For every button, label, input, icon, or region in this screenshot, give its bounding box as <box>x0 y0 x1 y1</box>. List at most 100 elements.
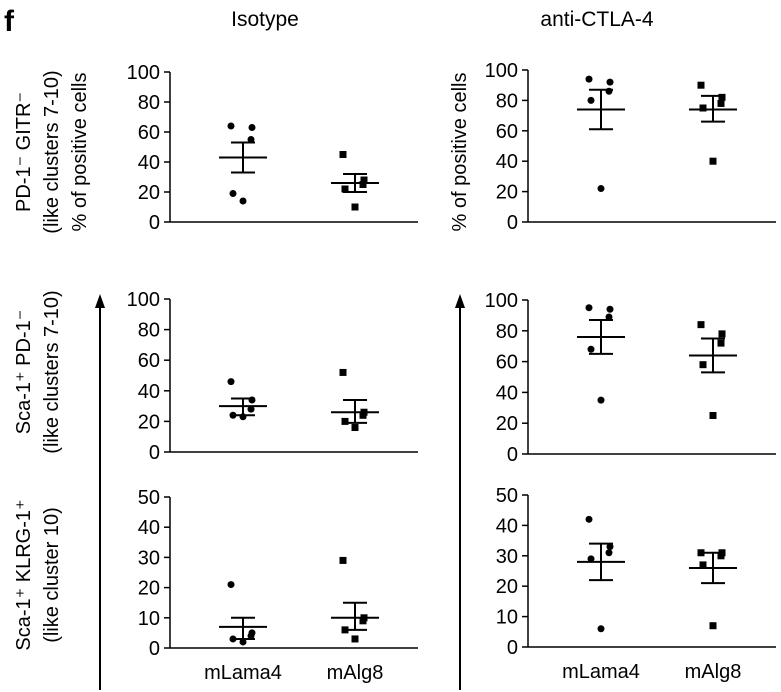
y-tick-label: 10 <box>496 607 518 629</box>
data-point-circle <box>605 87 613 95</box>
y-tick-label: 0 <box>149 212 160 234</box>
y-tick-label: 80 <box>138 320 160 342</box>
data-point-square <box>709 412 717 419</box>
y-tick-label: 50 <box>496 485 518 507</box>
data-point-circle <box>597 185 605 193</box>
y-tick-label: 100 <box>127 289 160 311</box>
data-point-circle <box>587 345 595 353</box>
column-title-isotype: Isotype <box>231 8 299 31</box>
data-point-circle <box>239 413 247 421</box>
data-point-square <box>341 417 349 425</box>
y-tick-label: 0 <box>507 444 518 466</box>
data-point-circle <box>239 197 247 205</box>
panel-1: 0 20 40 60 80 100 <box>127 62 418 234</box>
data-point-square <box>341 626 349 634</box>
data-point-circle <box>227 122 235 130</box>
row-label-pd1-gitr: PD-1⁻ GITR⁻ <box>13 92 35 212</box>
y-tick-label: 40 <box>496 151 518 173</box>
data-point-square <box>699 104 707 112</box>
data-point-circle <box>227 378 235 386</box>
panel-2: 0 20 40 60 80 100 <box>485 60 776 234</box>
y-tick-label: 80 <box>496 321 518 343</box>
data-point-circle <box>605 549 613 557</box>
data-point-square <box>709 622 717 630</box>
y-tick-label: 80 <box>138 92 160 114</box>
data-point-square <box>717 552 725 560</box>
data-point-circle <box>585 304 593 312</box>
panel-3: 0 20 40 60 80 100 <box>127 289 418 464</box>
x-category-label: mLama4 <box>204 662 282 684</box>
column-title-anti-ctla4: anti-CTLA-4 <box>540 8 654 31</box>
row-sublabel-pd1-gitr: (like clusters 7-10) <box>41 70 63 233</box>
x-category-label: mAlg8 <box>327 662 384 684</box>
y-tick-label: 60 <box>138 350 160 372</box>
y-tick-label: 20 <box>138 411 160 433</box>
data-point-circle <box>229 190 237 197</box>
data-point-circle <box>587 96 595 104</box>
panel-5: 0 10 20 30 40 50 mLama4 mAlg8 <box>138 487 418 684</box>
row-label-sca1-klrg1: Sca-1⁺ KLRG-1⁺ <box>13 499 35 650</box>
data-point-circle <box>248 396 256 404</box>
y-tick-label: 0 <box>149 638 160 660</box>
y-tick-label: 40 <box>138 517 160 539</box>
data-point-circle <box>605 313 613 321</box>
data-point-square <box>339 151 347 158</box>
data-point-square <box>351 424 359 432</box>
y-tick-label: 40 <box>138 152 160 174</box>
data-point-circle <box>229 635 237 643</box>
y-tick-label: 20 <box>138 182 160 204</box>
row-label-sca1-pd1: Sca-1⁺ PD-1⁻ <box>13 310 35 434</box>
data-point-square <box>697 321 705 329</box>
y-tick-label: 100 <box>127 62 160 84</box>
panel-4: 0 20 40 60 80 100 <box>485 290 776 466</box>
data-point-square <box>359 181 367 188</box>
data-point-square <box>697 81 705 89</box>
y-tick-label: 20 <box>496 182 518 204</box>
row-sublabel-sca1-klrg1: (like cluster 10) <box>41 507 63 643</box>
y-tick-label: 50 <box>138 487 160 509</box>
data-point-circle <box>585 75 593 83</box>
y-tick-label: 0 <box>149 442 160 464</box>
plot-panels: 0204060801000204060801000204060801000204… <box>127 60 776 684</box>
data-point-square <box>699 361 707 369</box>
y-tick-label: 30 <box>496 546 518 568</box>
data-point-circle <box>227 581 235 589</box>
x-category-label: mLama4 <box>562 661 640 683</box>
x-category-label: mAlg8 <box>685 661 742 683</box>
data-point-square <box>697 549 705 557</box>
data-point-square <box>709 157 717 165</box>
y-tick-label: 80 <box>496 90 518 112</box>
data-point-circle <box>247 405 255 413</box>
data-point-square <box>360 176 368 184</box>
y-tick-label: 40 <box>496 515 518 537</box>
y-tick-label: 20 <box>138 578 160 600</box>
data-point-square <box>699 561 707 569</box>
data-point-circle <box>247 136 255 143</box>
panel-6: 0 10 20 30 40 50 mLama4 mAlg8 <box>496 485 776 683</box>
y-tick-label: 40 <box>496 382 518 404</box>
y-tick-label: 60 <box>138 122 160 144</box>
data-point-square <box>718 330 726 338</box>
data-point-circle <box>597 396 605 404</box>
data-point-square <box>351 635 359 643</box>
data-point-square <box>339 556 347 564</box>
panel-letter: f <box>4 5 15 38</box>
y-tick-label: 100 <box>485 290 518 312</box>
y-tick-label: 0 <box>507 637 518 659</box>
y-tick-label: 30 <box>138 547 160 569</box>
data-point-square <box>717 99 725 107</box>
data-point-circle <box>585 515 593 523</box>
data-point-circle <box>239 638 247 646</box>
data-point-square <box>359 411 367 419</box>
data-point-square <box>339 368 347 376</box>
y-tick-label: 100 <box>485 60 518 82</box>
data-point-circle <box>597 625 605 633</box>
y-tick-label: 20 <box>496 576 518 598</box>
y-tick-label: 60 <box>496 121 518 143</box>
y-tick-label: 20 <box>496 413 518 435</box>
data-point-square <box>341 185 349 193</box>
y-tick-label: 60 <box>496 352 518 374</box>
y-axis-label-anti-ctla4: % of positive cells <box>449 73 471 232</box>
data-point-circle <box>247 632 255 640</box>
